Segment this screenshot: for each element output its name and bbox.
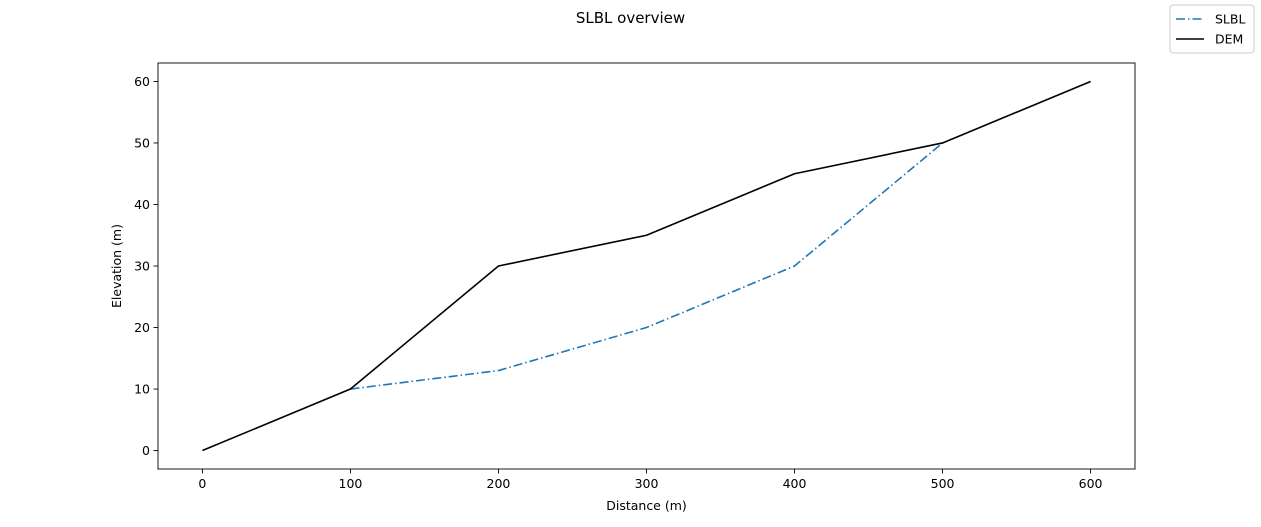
plot-area	[202, 80, 1091, 452]
legend-label-slbl: SLBL	[1215, 12, 1245, 27]
legend-label-dem: DEM	[1215, 32, 1243, 47]
x-tick-label: 0	[198, 476, 206, 491]
x-tick-label: 600	[1079, 476, 1103, 491]
series-line-slbl	[350, 142, 944, 390]
y-tick-label: 20	[134, 320, 150, 335]
chart-title: SLBL overview	[575, 9, 686, 27]
y-tick-label: 60	[134, 74, 150, 89]
y-tick-label: 10	[134, 382, 150, 397]
legend: SLBL DEM	[1169, 4, 1255, 54]
x-axis-label: Distance (m)	[606, 498, 687, 513]
y-tick-label: 0	[142, 443, 150, 458]
axes-layer: 0 100 200 300 400 500 600 0 10 20 30 40 50 60 Distance…	[109, 62, 1136, 513]
x-tick-label: 500	[931, 476, 955, 491]
x-tick-label: 100	[339, 476, 363, 491]
x-tick-label: 200	[487, 476, 511, 491]
series-line-dem	[202, 80, 1091, 452]
legend-box	[1169, 4, 1255, 54]
x-tick-label: 300	[635, 476, 659, 491]
y-tick-label: 30	[134, 259, 150, 274]
y-tick-label: 50	[134, 135, 150, 150]
y-axis-label: Elevation (m)	[109, 224, 124, 308]
x-tick-label: 400	[783, 476, 807, 491]
y-tick-label: 40	[134, 197, 150, 212]
